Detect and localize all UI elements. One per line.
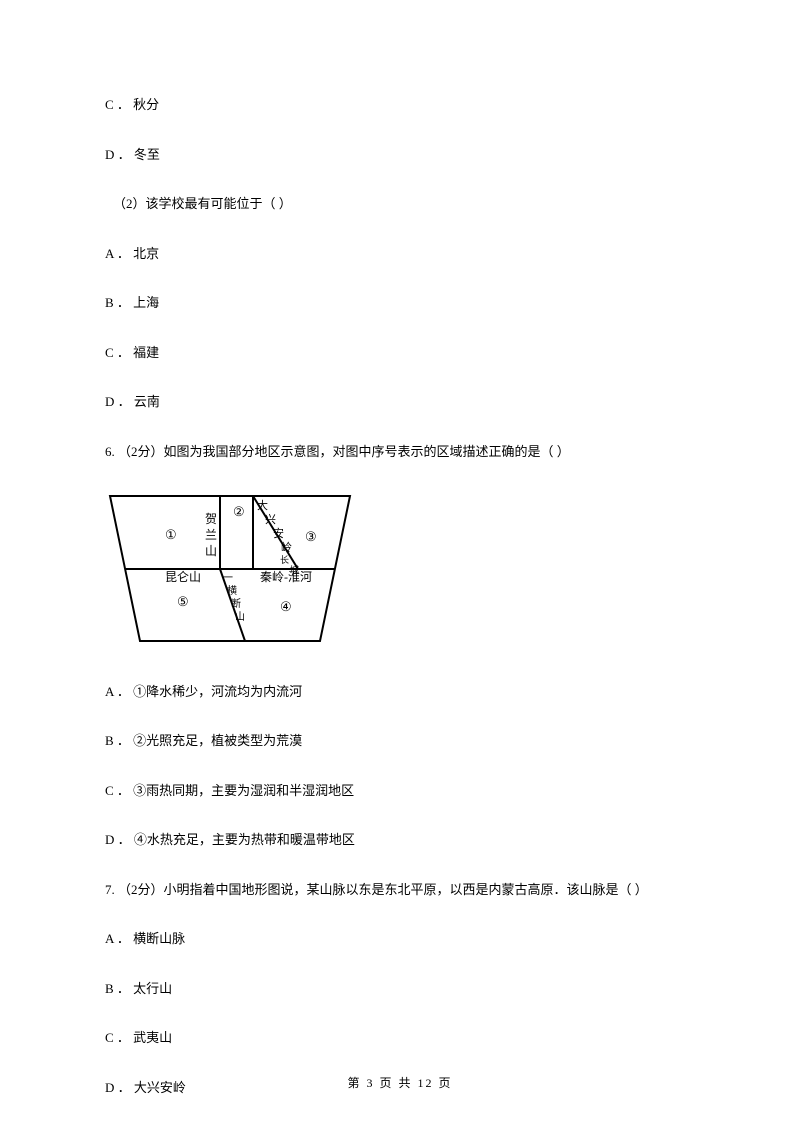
kunlun: 昆仑山 (165, 570, 201, 584)
region1-label: ① (165, 527, 177, 542)
helan-he: 贺 (205, 512, 217, 526)
daxing3: 安 (273, 526, 284, 540)
q7-option-c: C ． 武夷山 (105, 1028, 695, 1048)
q5-sub2-text: （2）该学校最有可能位于（ ） (105, 194, 695, 214)
q6-option-b: B ． ②光照充足，植被类型为荒漠 (105, 731, 695, 751)
changcheng1: 长 (280, 554, 289, 565)
q6-text: 6. （2分）如图为我国部分地区示意图，对图中序号表示的区域描述正确的是（ ） (105, 442, 695, 462)
diagram-svg: ① ② ③ ④ ⑤ 贺 兰 山 大 兴 安 岭 长 城 昆仑山 秦岭-淮河 一 … (105, 491, 355, 646)
hengduan-heng: 横 (227, 584, 237, 597)
q7-option-a: A ． 横断山脉 (105, 929, 695, 949)
daxing2: 兴 (265, 513, 276, 526)
q5-option-d: D ． 冬至 (105, 145, 695, 165)
region3-label: ③ (305, 529, 317, 544)
page-footer: 第 3 页 共 12 页 (0, 1074, 800, 1092)
q7-option-b: B ． 太行山 (105, 979, 695, 999)
q5-sub2-option-c: C ． 福建 (105, 343, 695, 363)
helan-shan: 山 (205, 544, 217, 558)
region5-label: ⑤ (177, 594, 189, 609)
hengduan-duan: 断 (231, 597, 241, 610)
region4-label: ④ (280, 599, 292, 614)
q6-option-d: D ． ④水热充足，主要为热带和暖温带地区 (105, 830, 695, 850)
hengduan-yi: 一 (223, 573, 233, 584)
hengduan-shan: 山 (235, 611, 245, 623)
daxing1: 大 (257, 498, 268, 512)
q5-option-c: C ． 秋分 (105, 95, 695, 115)
daxing4: 岭 (281, 540, 292, 554)
helan-lan: 兰 (205, 528, 217, 542)
qinling: 秦岭-淮河 (260, 570, 312, 584)
q5-sub2-option-a: A ． 北京 (105, 244, 695, 264)
region2-label: ② (233, 504, 245, 519)
q6-option-a: A ． ①降水稀少，河流均为内流河 (105, 682, 695, 702)
q5-sub2-option-d: D ． 云南 (105, 392, 695, 412)
q5-sub2-option-b: B ． 上海 (105, 293, 695, 313)
q7-text: 7. （2分）小明指着中国地形图说，某山脉以东是东北平原，以西是内蒙古高原．该山… (105, 880, 695, 900)
q6-diagram: ① ② ③ ④ ⑤ 贺 兰 山 大 兴 安 岭 长 城 昆仑山 秦岭-淮河 一 … (105, 491, 695, 652)
q6-option-c: C ． ③雨热同期，主要为湿润和半湿润地区 (105, 781, 695, 801)
